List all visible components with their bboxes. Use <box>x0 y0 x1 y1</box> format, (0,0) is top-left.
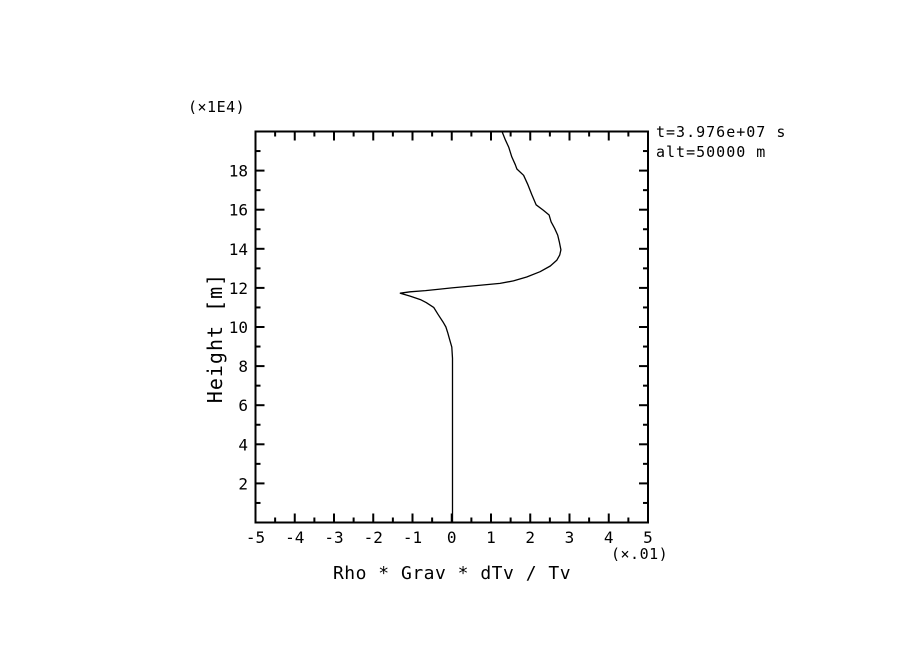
x-tick-label: 0 <box>447 528 457 547</box>
y-tick-label: 16 <box>229 201 248 220</box>
data-curve <box>399 131 562 523</box>
y-axis-title: Height [m] <box>203 272 227 404</box>
y-tick-label: 12 <box>229 279 248 298</box>
x-tick-label: 4 <box>604 528 614 547</box>
y-tick-label: 4 <box>238 435 248 454</box>
annotation-block: t=3.976e+07 s alt=50000 m <box>656 122 786 162</box>
y-tick-label: 14 <box>229 240 248 259</box>
x-tick-label: 5 <box>643 528 653 547</box>
y-tick-label: 6 <box>238 396 248 415</box>
x-tick-label: -5 <box>246 528 265 547</box>
y-tick-label: 8 <box>238 357 248 376</box>
annotation-altitude: alt=50000 m <box>656 143 767 161</box>
x-tick-label: 3 <box>565 528 575 547</box>
x-tick-label: -4 <box>285 528 304 547</box>
x-tick-label: -3 <box>324 528 343 547</box>
plot-frame <box>254 130 649 524</box>
y-tick-label: 10 <box>229 318 248 337</box>
x-tick-label: -2 <box>364 528 383 547</box>
y-axis-scale-note: (×1E4) <box>188 98 246 116</box>
y-tick-label: 2 <box>238 474 248 493</box>
x-axis-scale-note: (×.01) <box>611 545 669 563</box>
annotation-time: t=3.976e+07 s <box>656 123 787 141</box>
x-tick-label: -1 <box>403 528 422 547</box>
x-axis-title: Rho * Grav * dTv / Tv <box>332 563 572 584</box>
x-tick-label: 2 <box>525 528 535 547</box>
x-tick-label: 1 <box>486 528 496 547</box>
y-tick-label: 18 <box>229 162 248 181</box>
